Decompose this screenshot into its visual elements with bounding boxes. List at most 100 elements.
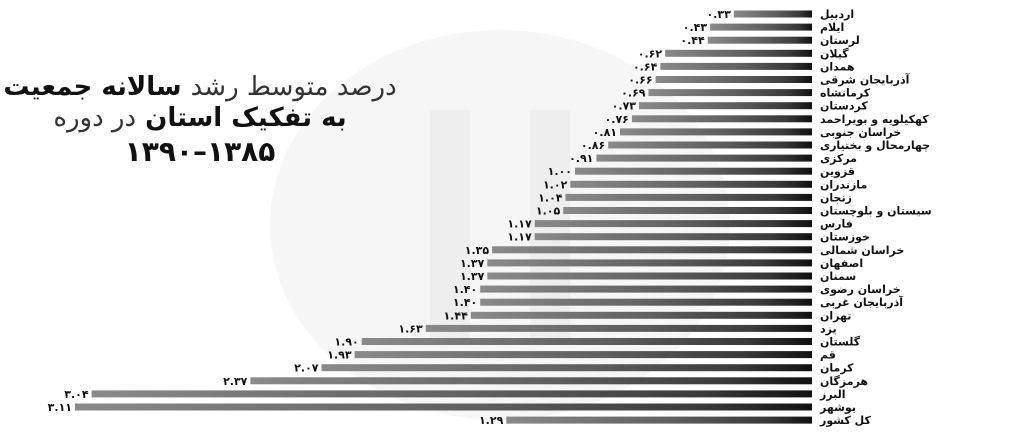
bar-value-label: ۰.۷۳ <box>612 100 637 113</box>
bar <box>480 285 812 293</box>
bar-value-label: ۱.۳۵ <box>465 244 490 257</box>
category-label: خراسان جنوبی <box>820 126 901 139</box>
bar <box>710 23 812 31</box>
category-label: کرمانشاه <box>820 87 871 100</box>
category-label: هرمزگان <box>820 375 868 388</box>
category-label: ایلام <box>820 21 844 34</box>
bar <box>534 233 812 241</box>
category-label: آذربایجان شرقی <box>820 73 910 87</box>
bar-value-label: ۱.۰۰ <box>548 165 572 178</box>
category-label: اصفهان <box>820 257 863 270</box>
bar <box>639 102 812 110</box>
bar <box>354 351 812 359</box>
category-label: خوزستان <box>820 231 870 244</box>
bar-value-label: ۲.۰۷ <box>294 362 319 375</box>
category-label: کرمان <box>820 362 854 375</box>
bar <box>660 62 812 70</box>
bar-value-label: ۳.۰۴ <box>64 388 89 401</box>
bar <box>487 259 812 267</box>
category-label: لرستان <box>820 34 860 47</box>
bar-value-label: ۱.۴۰ <box>453 296 477 309</box>
bar <box>480 298 812 306</box>
bar-value-label: ۱.۰۴ <box>538 191 563 204</box>
bar <box>608 141 812 149</box>
chart-title-line-3: ۱۳۸۵–۱۳۹۰ <box>124 135 276 168</box>
category-label: اردبیل <box>820 8 854 21</box>
bar <box>91 390 813 398</box>
bar-value-label: ۰.۶۲ <box>638 47 663 60</box>
bar-value-label: ۰.۸۱ <box>593 126 617 139</box>
category-label: بوشهر <box>819 401 856 414</box>
category-label: قم <box>820 349 836 362</box>
category-label: یزد <box>820 322 837 335</box>
bar <box>487 272 812 280</box>
chart-title-part: سالانه جمعیت <box>3 72 182 102</box>
category-label: تهران <box>820 309 851 322</box>
category-label: کل کشور <box>819 414 871 427</box>
bar <box>620 128 812 136</box>
bar-value-label: ۱.۲۹ <box>479 414 504 427</box>
chart-title-part: در دوره <box>53 103 137 133</box>
category-label: چهارمحال و بختیاری <box>820 139 930 152</box>
bar-value-label: ۰.۶۴ <box>633 60 658 73</box>
bar-value-label: ۱.۳۷ <box>460 270 485 283</box>
bar <box>563 207 812 214</box>
bar-value-label: ۱.۴۴ <box>443 309 468 322</box>
bar-value-label: ۰.۴۴ <box>680 34 705 47</box>
bar-value-label: ۰.۹۱ <box>569 152 593 165</box>
bar-value-label: ۱.۹۰ <box>334 336 358 349</box>
bar-value-label: ۰.۶۶ <box>628 74 652 87</box>
bar-value-label: ۰.۷۶ <box>605 113 629 126</box>
bar <box>631 115 812 123</box>
category-label: البرز <box>819 388 846 401</box>
bar-value-label: ۱.۹۳ <box>327 349 352 362</box>
bar-value-label: ۰.۳۳ <box>706 8 731 21</box>
bar <box>506 416 812 424</box>
chart-title-line-2: به تفکیک استان در دوره <box>0 103 480 133</box>
bar-value-label: ۱.۱۷ <box>507 218 532 231</box>
bar-value-label: ۰.۴۳ <box>683 21 708 34</box>
bar-value-label: ۳.۱۱ <box>48 401 72 414</box>
category-label: سیستان و بلوچستان <box>820 205 932 218</box>
chart-title-part: به تفکیک استان <box>145 103 347 133</box>
chart-title-part: درصد متوسط رشد <box>190 72 397 102</box>
bar <box>470 311 812 319</box>
category-label: زنجان <box>820 191 852 204</box>
category-label: قزوین <box>820 165 855 178</box>
bar-value-label: ۱.۴۰ <box>453 283 477 296</box>
category-label: فارس <box>820 218 853 231</box>
category-label: سمنان <box>820 270 856 283</box>
category-label: گلستان <box>820 336 861 349</box>
bar <box>534 220 812 228</box>
category-label: مرکزی <box>820 152 857 165</box>
bar-value-label: ۰.۶۹ <box>621 87 646 100</box>
bar <box>665 49 812 57</box>
category-label: گیلان <box>820 47 849 60</box>
category-label: کهکیلویه و بویراحمد <box>820 113 929 126</box>
category-label: خراسان شمالی <box>820 244 904 257</box>
category-label: آذربایجان غربی <box>820 295 903 309</box>
category-label: خراسان رضوی <box>820 283 901 296</box>
bar <box>361 338 812 345</box>
bar <box>75 403 812 411</box>
bar <box>648 89 812 97</box>
category-label: کردستان <box>820 100 868 113</box>
bar-value-label: ۱.۶۳ <box>398 322 423 335</box>
bar <box>570 180 812 188</box>
bar <box>733 10 812 18</box>
bar <box>321 364 812 372</box>
bar <box>565 193 812 201</box>
chart-title-line-1: درصد متوسط رشد سالانه جمعیت <box>0 72 480 102</box>
bar-value-label: ۱.۰۲ <box>543 178 568 191</box>
bar-value-label: ۲.۳۷ <box>223 375 248 388</box>
bar <box>425 324 812 332</box>
category-label: همدان <box>820 60 855 73</box>
bar <box>655 76 812 83</box>
bar <box>492 246 812 254</box>
bar-value-label: ۱.۰۵ <box>536 205 561 218</box>
bar <box>707 36 812 44</box>
bar-value-label: ۱.۱۷ <box>507 231 532 244</box>
bar <box>575 167 812 175</box>
